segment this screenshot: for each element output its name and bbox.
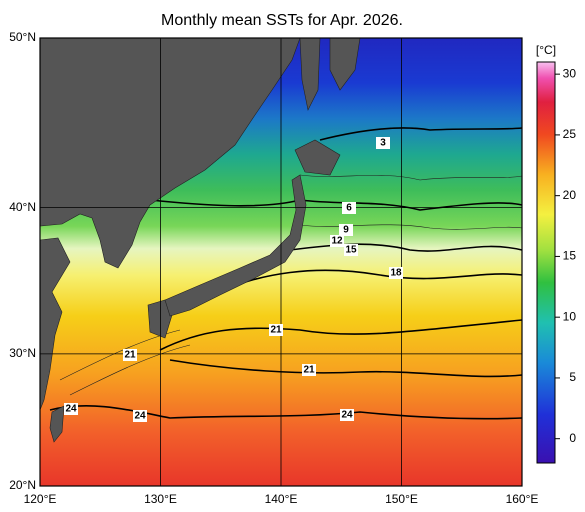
contour-label: 21 [303, 365, 315, 376]
contour-label: 24 [341, 410, 353, 421]
contour-label: 21 [270, 325, 282, 336]
lon-tick-label: 160°E [506, 492, 539, 506]
contour-label-box [64, 403, 78, 415]
contour-label-box [344, 244, 358, 256]
lon-tick-label: 140°E [265, 492, 298, 506]
colorbar-tick-label: 5 [569, 370, 576, 384]
contour-label: 15 [345, 245, 357, 256]
contour-label-box [330, 235, 344, 247]
map-title: Monthly mean SSTs for Apr. 2026. [161, 12, 403, 29]
contour-label-box [133, 410, 147, 422]
contour-label-box [389, 267, 403, 279]
contour-label: 21 [124, 350, 136, 361]
contour-label: 24 [134, 411, 146, 422]
lat-tick-label: 50°N [9, 30, 36, 44]
lon-tick-label: 120°E [24, 492, 57, 506]
colorbar-tick-label: 0 [569, 431, 576, 445]
contour-label-box [269, 324, 283, 336]
contour-label-box [302, 364, 316, 376]
lon-tick-label: 130°E [144, 492, 177, 506]
lat-tick-label: 30°N [9, 346, 36, 360]
lon-tick-label: 150°E [385, 492, 418, 506]
contour-label: 24 [65, 404, 77, 415]
colorbar-tick-label: 30 [563, 66, 577, 80]
lat-tick-label: 40°N [9, 200, 36, 214]
contour-label: 6 [346, 203, 352, 214]
contour-label-box [123, 349, 137, 361]
colorbar-tick-label: 10 [563, 309, 577, 323]
colorbar-tick-label: 20 [563, 188, 577, 202]
colorbar-tick-label: 15 [563, 249, 577, 263]
contour-label: 3 [380, 138, 386, 149]
contour-label: 12 [331, 236, 343, 247]
colorbar [536, 61, 556, 464]
contour-label-box [376, 137, 390, 149]
colorbar-tick-label: 25 [563, 127, 577, 141]
map-frame [39, 37, 523, 487]
contour-label-box [342, 202, 356, 214]
colorbar-unit: [°C] [536, 43, 556, 57]
lat-tick-label: 20°N [9, 478, 36, 492]
contour-label: 18 [390, 268, 402, 279]
contour-label: 9 [343, 225, 349, 236]
contour-label-box [340, 409, 354, 421]
land [39, 37, 361, 443]
contour-label-box [339, 224, 353, 236]
